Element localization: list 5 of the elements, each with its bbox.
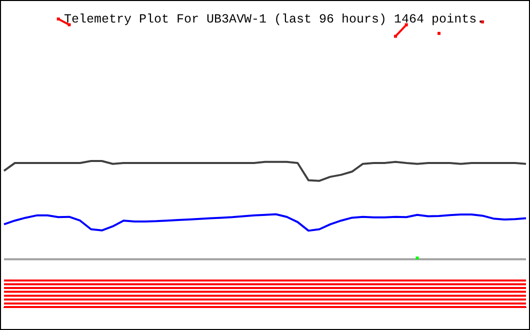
chart-title: Telemetry Plot For UB3AVW-1 (last 96 hours) 1464 points.: [64, 12, 484, 26]
point: [56, 18, 60, 20]
point: [404, 23, 408, 26]
point: [438, 32, 440, 35]
point: [394, 34, 397, 38]
